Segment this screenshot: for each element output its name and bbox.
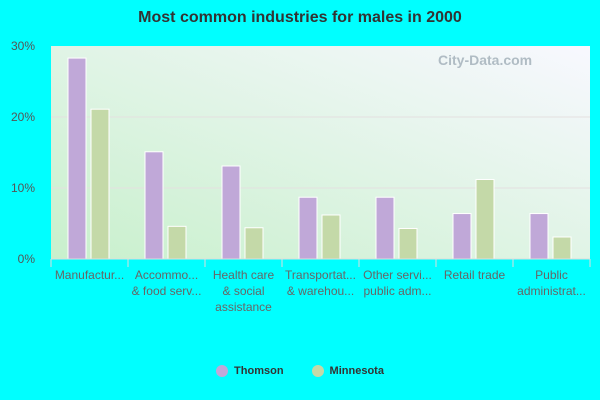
x-tick-label: Health care <box>213 268 275 282</box>
legend-swatch <box>216 365 229 377</box>
bar-thomson <box>221 165 241 260</box>
x-tick-label: public adm... <box>363 284 431 298</box>
x-tick-label: & food serv... <box>132 284 202 298</box>
x-tick-label: assistance <box>215 300 272 314</box>
legend-item: Minnesota <box>311 365 384 377</box>
plot-area <box>51 46 590 259</box>
bar-thomson <box>298 196 318 260</box>
bar-thomson <box>452 213 472 260</box>
y-tick-label: 0% <box>18 252 36 266</box>
x-tick-label: Manufactur... <box>55 268 124 282</box>
x-tick-label: & warehou... <box>287 284 354 298</box>
y-tick-label: 30% <box>11 39 35 53</box>
x-tick-label: & social <box>222 284 264 298</box>
bar-minnesota <box>398 227 418 260</box>
legend-item: Thomson <box>216 365 284 377</box>
x-tick-label: Accommo... <box>135 268 198 282</box>
bar-minnesota <box>244 227 264 260</box>
bar-minnesota <box>552 236 572 260</box>
bar-minnesota <box>90 108 110 260</box>
x-tick-label: Other servi... <box>363 268 432 282</box>
bar-thomson <box>529 213 549 260</box>
x-tick-label: Transportat... <box>285 268 356 282</box>
bar-thomson <box>375 196 395 260</box>
y-tick-label: 20% <box>11 110 35 124</box>
watermark-logo: City-Data.com <box>438 52 533 68</box>
x-tick-label: Public <box>535 268 568 282</box>
bar-minnesota <box>321 214 341 260</box>
bar-minnesota <box>167 225 187 260</box>
x-tick-label: Retail trade <box>444 268 506 282</box>
bar-thomson <box>144 151 164 260</box>
legend: Thomson Minnesota <box>0 365 600 377</box>
legend-swatch <box>311 365 324 377</box>
x-tick-label: administrat... <box>517 284 586 298</box>
y-tick-label: 10% <box>11 181 35 195</box>
legend-label: Thomson <box>234 365 284 377</box>
bar-minnesota <box>475 178 495 260</box>
bar-thomson <box>67 57 87 260</box>
legend-label: Minnesota <box>329 365 384 377</box>
chart-title: Most common industries for males in 2000 <box>138 9 462 26</box>
